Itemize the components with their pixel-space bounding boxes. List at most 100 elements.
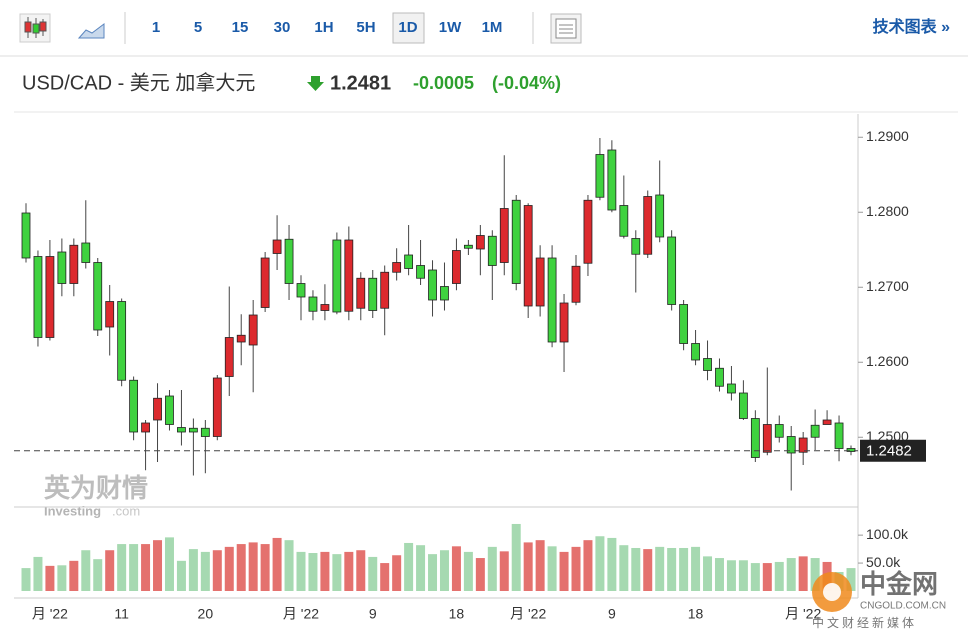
interval-button[interactable]: 1H bbox=[314, 19, 333, 36]
candle-body bbox=[392, 262, 402, 273]
candle-body bbox=[607, 149, 617, 211]
x-tick-label: 11 bbox=[114, 606, 129, 622]
candle-body bbox=[129, 379, 139, 433]
candle-body bbox=[368, 277, 378, 311]
interval-button[interactable]: 15 bbox=[232, 19, 249, 36]
volume-bar bbox=[511, 523, 521, 591]
interval-button[interactable]: 1D bbox=[398, 19, 417, 36]
volume-bar bbox=[523, 542, 533, 591]
candle-body bbox=[631, 238, 641, 255]
volume-bar bbox=[631, 547, 641, 591]
volume-bar bbox=[714, 558, 724, 591]
icon-shape bbox=[39, 21, 47, 32]
candle-body bbox=[511, 199, 521, 284]
volume-bar bbox=[762, 563, 772, 591]
interval-button[interactable]: 1W bbox=[439, 19, 462, 36]
investing-watermark: 英为财情 Investing .com bbox=[44, 473, 148, 519]
interval-button[interactable]: 30 bbox=[274, 19, 291, 36]
volume-bar bbox=[463, 551, 473, 591]
candle-body bbox=[117, 301, 127, 381]
volume-bar bbox=[691, 546, 701, 591]
volume-tick-label: 50.0k bbox=[866, 554, 901, 570]
candle-body bbox=[320, 304, 330, 311]
volume-bar bbox=[200, 551, 210, 591]
candle-body bbox=[224, 337, 234, 377]
candle-body bbox=[308, 296, 318, 312]
volume-bar bbox=[141, 544, 151, 591]
volume-bar bbox=[404, 542, 414, 591]
interval-button[interactable]: 1M bbox=[482, 19, 503, 36]
candle-body bbox=[786, 436, 796, 454]
y-tick-label: 1.2900 bbox=[866, 128, 909, 144]
candle-body bbox=[200, 427, 210, 437]
volume-bar bbox=[129, 544, 139, 591]
volume-bar bbox=[356, 550, 366, 591]
candle-body bbox=[499, 208, 509, 263]
volume-bar bbox=[368, 556, 378, 591]
volume-bar bbox=[595, 536, 605, 591]
candle-body bbox=[404, 254, 414, 269]
candle-body bbox=[260, 257, 270, 308]
area-icon[interactable] bbox=[77, 23, 105, 39]
x-tick-label: 月 '22 bbox=[283, 606, 319, 622]
candle-body bbox=[296, 283, 306, 298]
change-percent: (-0.04%) bbox=[492, 73, 561, 93]
volume-bar bbox=[428, 554, 438, 591]
volume-bar bbox=[774, 561, 784, 591]
candle-body bbox=[188, 427, 198, 433]
volume-bar bbox=[308, 553, 318, 591]
tech-chart-link[interactable]: 技术图表 » bbox=[873, 17, 950, 36]
volume-bar bbox=[439, 550, 449, 591]
candle-body bbox=[703, 358, 712, 371]
candle-body bbox=[105, 301, 115, 328]
volume-bar bbox=[272, 537, 282, 591]
candle-body bbox=[834, 422, 844, 449]
watermark-cn: 英为财情 bbox=[44, 473, 148, 503]
volume-bar bbox=[188, 549, 198, 591]
interval-button[interactable]: 5H bbox=[356, 19, 375, 36]
candle-body bbox=[69, 244, 79, 284]
candle-body bbox=[475, 235, 485, 250]
cngold-logo: 中金网 CNGOLD.COM.CN 中文财经新媒体 bbox=[812, 569, 946, 630]
candle-body bbox=[774, 424, 784, 438]
volume-bar bbox=[643, 549, 653, 591]
candle-body bbox=[822, 419, 832, 425]
icon-shape bbox=[32, 23, 40, 34]
volume-bar bbox=[810, 558, 820, 591]
volume-bar bbox=[105, 550, 115, 591]
volume-bar bbox=[260, 544, 270, 591]
interval-button[interactable]: 1 bbox=[152, 19, 160, 36]
candle-body bbox=[248, 314, 258, 346]
volume-bar bbox=[535, 540, 545, 591]
table-icon[interactable] bbox=[550, 13, 582, 44]
candle-body bbox=[81, 242, 91, 263]
active-interval bbox=[392, 12, 425, 44]
candle-body bbox=[846, 448, 856, 452]
volume-bar bbox=[296, 551, 306, 591]
logo-inner bbox=[823, 583, 841, 601]
change: -0.0005 bbox=[413, 73, 474, 93]
volume-bar bbox=[236, 544, 246, 591]
volume-bar bbox=[571, 546, 581, 591]
y-tick-label: 1.2800 bbox=[866, 203, 909, 219]
volume-bar bbox=[798, 556, 808, 591]
watermark-en: Investing bbox=[44, 503, 101, 518]
toolbar: 1 5 15 30 1H 5H 1D 1W 1M 技术图表 » bbox=[0, 12, 968, 57]
logo-domain: CNGOLD.COM.CN bbox=[860, 601, 946, 612]
candle-body bbox=[738, 392, 748, 419]
candle-body bbox=[595, 154, 605, 198]
volume-bar bbox=[547, 546, 557, 591]
candle-icon[interactable] bbox=[19, 13, 51, 43]
volume-bar bbox=[344, 551, 354, 591]
candle-body bbox=[727, 383, 736, 394]
candle-body bbox=[583, 199, 593, 264]
volume-bar bbox=[248, 542, 258, 591]
volume-bar bbox=[583, 540, 593, 591]
candle-body bbox=[21, 212, 31, 259]
candle-body bbox=[547, 257, 557, 343]
interval-button[interactable]: 5 bbox=[194, 19, 202, 36]
candle-body bbox=[559, 302, 569, 343]
candle-body bbox=[284, 238, 294, 284]
candle-body bbox=[667, 236, 677, 305]
